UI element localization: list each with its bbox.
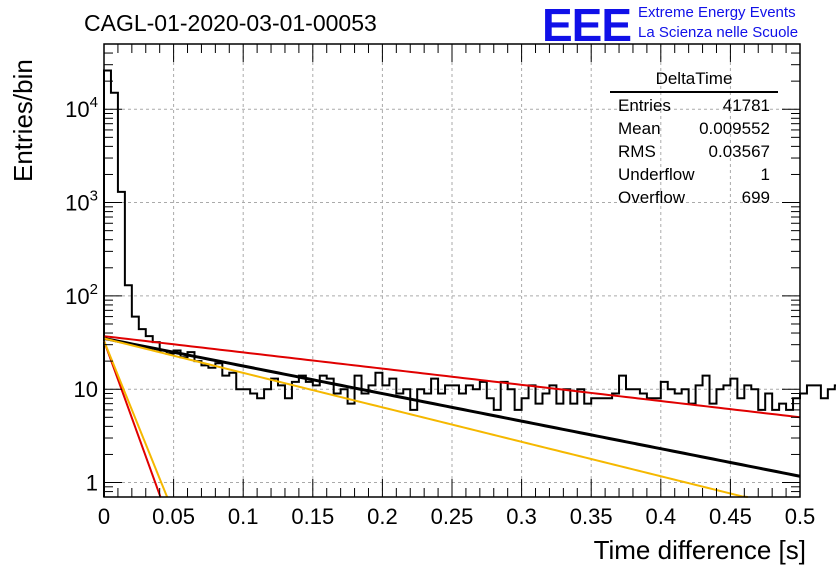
stats-row-mean: Mean 0.009552	[610, 117, 778, 140]
x-tick-label: 0	[98, 504, 110, 529]
fit-curve	[103, 340, 162, 498]
y-tick-label: 104	[65, 94, 98, 122]
stats-row-underflow: Underflow 1	[610, 163, 778, 186]
eee-logo: EEE	[542, 0, 632, 51]
stats-value: 699	[741, 188, 770, 207]
x-tick-label: 0.1	[228, 504, 259, 529]
y-tick-label: 102	[65, 281, 98, 309]
fit-curve	[103, 336, 801, 478]
chart-title: CAGL-01-2020-03-01-00053	[84, 10, 377, 36]
fit-curve	[103, 337, 748, 498]
x-tick-label: 0.3	[506, 504, 537, 529]
stats-label: Entries	[618, 96, 671, 115]
x-axis-label: Time difference [s]	[593, 535, 806, 565]
stats-label: Overflow	[618, 188, 686, 207]
stats-label: Mean	[618, 119, 661, 138]
logo-line-2: La Scienza nelle Scuole	[638, 24, 799, 41]
stats-value: 41781	[722, 96, 770, 115]
y-axis-label: Entries/bin	[8, 59, 38, 182]
y-tick-label: 10	[74, 377, 98, 402]
logo-line-1: Extreme Energy Events	[638, 4, 796, 21]
stats-row-overflow: Overflow 699	[610, 186, 778, 209]
stats-box: DeltaTime Entries 41781 Mean 0.009552 RM…	[610, 68, 778, 209]
y-tick-label: 103	[65, 188, 98, 216]
x-tick-label: 0.35	[570, 504, 613, 529]
stats-value: 1	[760, 165, 770, 184]
x-tick-label: 0.25	[431, 504, 474, 529]
x-tick-label: 0.05	[152, 504, 195, 529]
x-tick-label: 0.45	[709, 504, 752, 529]
stats-row-rms: RMS 0.03567	[610, 140, 778, 163]
stats-label: RMS	[618, 142, 656, 161]
x-tick-label: 0.2	[367, 504, 398, 529]
logo-text: Extreme Energy Events La Scienza nelle S…	[638, 3, 798, 43]
stats-label: Underflow	[618, 165, 695, 184]
stats-header: DeltaTime	[610, 68, 778, 93]
x-tick-label: 0.5	[785, 504, 816, 529]
stats-row-entries: Entries 41781	[610, 94, 778, 117]
y-tick-label: 1	[86, 471, 98, 496]
stats-value: 0.009552	[699, 119, 770, 138]
fit-curve	[103, 335, 801, 419]
stats-value: 0.03567	[708, 142, 770, 161]
fit-curve	[103, 340, 169, 498]
x-tick-label: 0.4	[646, 504, 677, 529]
x-tick-label: 0.15	[291, 504, 334, 529]
